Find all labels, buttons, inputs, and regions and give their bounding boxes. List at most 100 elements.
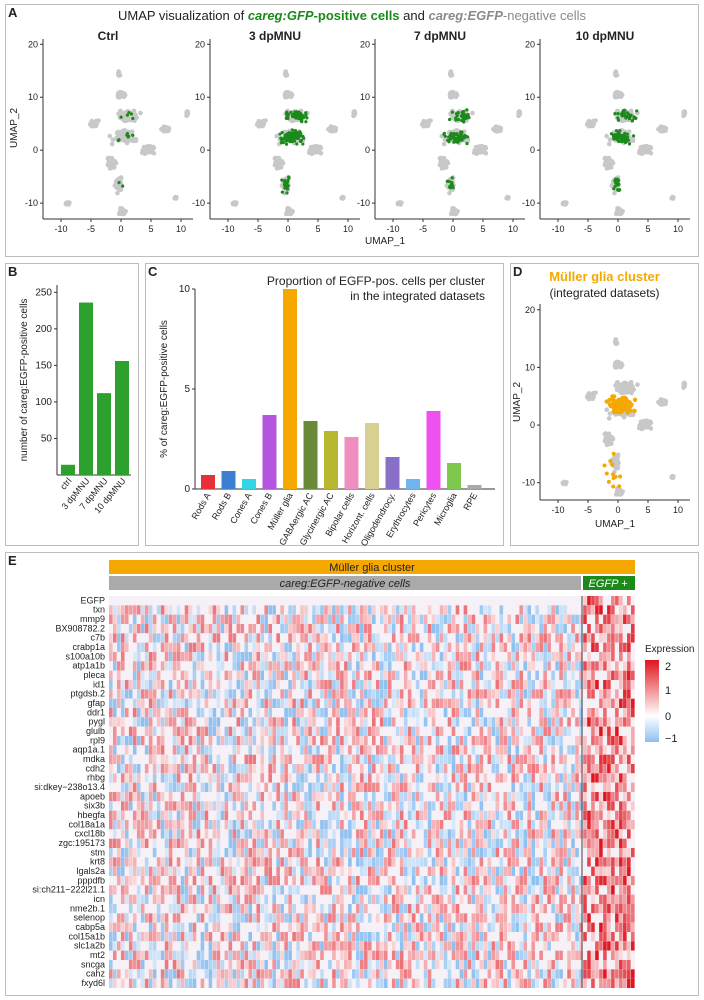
heat-cell	[140, 717, 145, 727]
egfp-point	[301, 115, 306, 119]
heat-cell	[364, 624, 368, 634]
heat-cell	[435, 642, 440, 652]
heat-cell	[128, 689, 133, 699]
heat-cell	[308, 670, 312, 680]
heat-cell	[619, 624, 623, 634]
heat-cell	[368, 773, 372, 783]
x-tick-label: -5	[254, 224, 262, 234]
heat-cell	[156, 680, 161, 690]
heat-cell	[264, 614, 268, 624]
heat-cell	[356, 736, 360, 746]
heat-cell	[368, 605, 372, 615]
heat-cell	[627, 633, 631, 643]
heat-cell	[240, 689, 245, 699]
heat-cell	[140, 642, 145, 652]
heat-cell	[603, 680, 607, 690]
heat-cell	[336, 605, 340, 615]
egfp-point	[445, 179, 449, 183]
heat-cell	[591, 689, 595, 699]
heat-cell	[535, 642, 539, 652]
heat-cell	[320, 764, 324, 774]
heat-cell	[120, 605, 125, 615]
heat-cell	[627, 717, 631, 727]
heat-row	[109, 596, 635, 606]
heat-cell	[160, 698, 165, 708]
heat-cell	[109, 614, 113, 624]
heat-cell	[116, 680, 121, 690]
heat-cell	[168, 614, 173, 624]
heat-cell	[332, 652, 336, 662]
heat-cell	[407, 633, 412, 643]
heat-cell	[304, 689, 308, 699]
cell-point	[618, 208, 623, 214]
heat-cell	[595, 605, 599, 615]
x-tick-label: -5	[584, 505, 592, 515]
heat-cell	[439, 726, 444, 736]
heat-cell	[296, 670, 300, 680]
heat-cell	[423, 661, 428, 671]
heat-cell	[372, 717, 376, 727]
heat-cell	[631, 764, 635, 774]
egfp-point	[450, 180, 454, 185]
heat-cell	[451, 745, 456, 755]
heat-cell	[148, 652, 153, 662]
heat-cell	[232, 614, 237, 624]
heat-cell	[551, 652, 555, 662]
heat-cell	[168, 717, 173, 727]
y-tick-label: 0	[530, 145, 535, 155]
heat-cell	[627, 689, 631, 699]
heat-cell	[136, 642, 141, 652]
heat-cell	[575, 764, 579, 774]
heat-cell	[487, 745, 492, 755]
heat-cell	[515, 680, 520, 690]
heat-cell	[607, 642, 611, 652]
y-tick-label: -10	[192, 198, 205, 208]
heat-cell	[567, 698, 571, 708]
heat-cell	[109, 754, 113, 764]
heat-cell	[356, 642, 360, 652]
heat-cell	[348, 605, 352, 615]
heat-cell	[375, 698, 380, 708]
x-tick-label: 10	[176, 224, 186, 234]
heat-cell	[415, 652, 420, 662]
heat-cell	[216, 736, 221, 746]
heat-cell	[471, 633, 476, 643]
y-tick-label: 5	[184, 384, 190, 395]
heat-cell	[308, 642, 312, 652]
egfp-point	[117, 138, 121, 142]
heat-cell	[180, 652, 185, 662]
muller-point	[607, 397, 612, 403]
egfp-point	[465, 108, 469, 112]
cell-point	[637, 423, 643, 428]
heat-cell	[455, 680, 460, 690]
heat-cell	[136, 661, 141, 671]
heat-cell	[603, 708, 607, 718]
heat-cell	[535, 614, 539, 624]
heat-cell	[499, 670, 504, 680]
cell-point	[473, 144, 479, 150]
heat-cell	[180, 754, 185, 764]
heat-cell	[431, 698, 436, 708]
heat-cell	[180, 764, 185, 774]
heat-cell	[427, 708, 432, 718]
heat-cell	[300, 605, 304, 615]
heat-cell	[312, 680, 316, 690]
cell-point	[308, 144, 314, 150]
heat-cell	[328, 614, 332, 624]
heat-cell	[248, 633, 253, 643]
heat-cell	[340, 614, 344, 624]
heat-cell	[627, 652, 631, 662]
heat-cell	[348, 698, 352, 708]
heat-cell	[344, 680, 348, 690]
egfp-point	[626, 138, 631, 142]
heat-cell	[383, 764, 388, 774]
heat-cell	[579, 661, 583, 671]
egfp-point	[464, 134, 468, 138]
heat-cell	[364, 642, 368, 652]
heat-cell	[379, 689, 384, 699]
heat-cell	[567, 680, 571, 690]
heat-cell	[272, 754, 276, 764]
heat-cell	[551, 680, 555, 690]
heat-cell	[316, 670, 320, 680]
muller-point	[632, 408, 637, 414]
